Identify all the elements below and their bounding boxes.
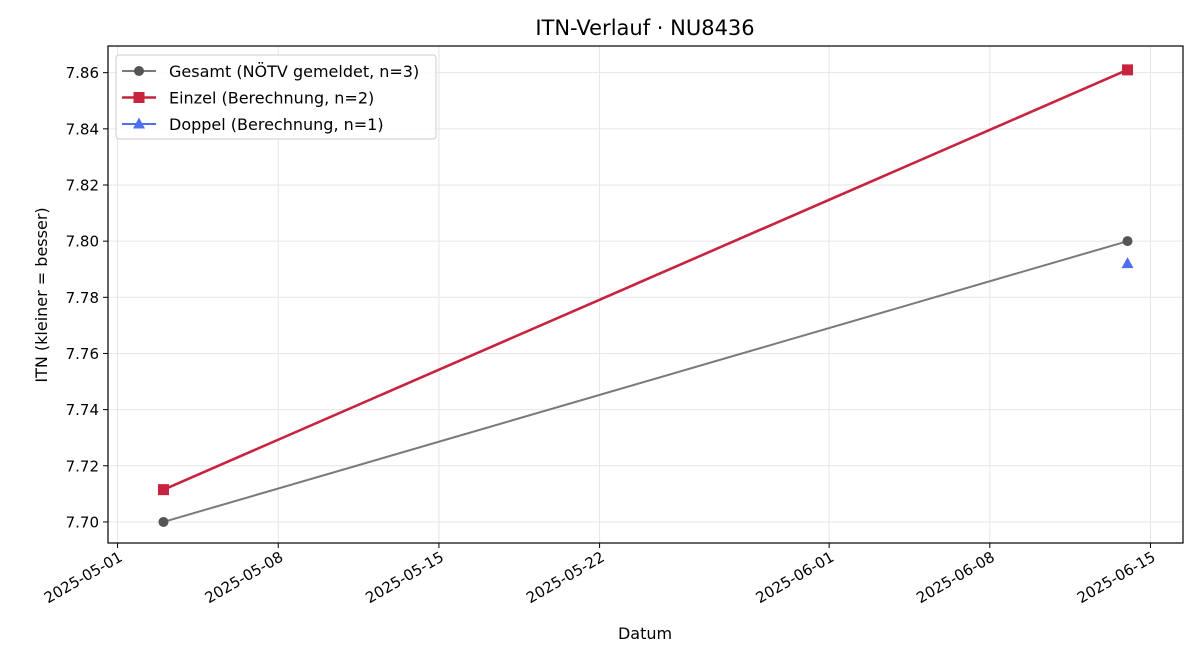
legend-label: Doppel (Berechnung, n=1) (169, 115, 384, 134)
data-point (158, 516, 169, 527)
x-tick-label: 2025-05-22 (523, 548, 608, 607)
y-axis: 7.70 7.72 7.74 7.76 7.78 7.80 7.82 7.84 7.86 (66, 64, 108, 531)
y-tick-label: 7.82 (66, 176, 99, 194)
legend-label: Gesamt (NÖTV gemeldet, n=3) (169, 62, 419, 81)
x-tick-label: 2025-06-08 (913, 548, 998, 607)
y-tick-label: 7.78 (66, 289, 99, 307)
x-tick-label: 2025-05-08 (202, 548, 287, 607)
data-point (1122, 236, 1133, 247)
y-tick-label: 7.70 (66, 513, 99, 531)
y-tick-label: 7.72 (66, 457, 99, 475)
series-line (162, 68, 1129, 491)
series-1 (158, 236, 1133, 527)
y-tick-label: 7.76 (66, 345, 99, 363)
data-point (1122, 64, 1134, 76)
plot-area (107, 45, 1184, 544)
y-tick-label: 7.84 (66, 120, 99, 138)
x-tick-label: 2025-05-15 (362, 548, 447, 607)
x-tick-label: 2025-06-15 (1074, 548, 1159, 607)
legend: Gesamt (NÖTV gemeldet, n=3) Einzel (Berec… (115, 54, 437, 140)
legend-item-2: Einzel (Berechnung, n=2) (122, 89, 374, 108)
legend-item-1: Gesamt (NÖTV gemeldet, n=3) (122, 62, 419, 81)
legend-label: Einzel (Berechnung, n=2) (169, 89, 374, 108)
x-tick-label: 2025-06-01 (753, 548, 838, 607)
data-point (157, 484, 169, 496)
x-axis: 2025-05-01 2025-05-08 2025-05-15 2025-05-22… (41, 543, 1158, 607)
y-axis-label: ITN (kleiner = besser) (32, 207, 51, 382)
y-tick-label: 7.80 (66, 233, 99, 251)
legend-marker (134, 66, 144, 76)
data-point (1121, 257, 1134, 269)
legend-marker (133, 92, 145, 103)
chart-title: ITN-Verlauf · NU8436 (535, 16, 754, 40)
legend-marker (133, 117, 145, 129)
legend-item-3: Doppel (Berechnung, n=1) (122, 115, 384, 134)
series-line (163, 240, 1128, 523)
x-tick-label: 2025-05-01 (41, 548, 126, 607)
series-2 (157, 64, 1134, 496)
x-axis-label: Datum (618, 624, 672, 643)
series-3 (1121, 257, 1134, 269)
series-group (157, 64, 1134, 527)
y-tick-label: 7.74 (66, 401, 99, 419)
legend-frame (115, 54, 437, 140)
y-tick-label: 7.86 (66, 64, 99, 82)
